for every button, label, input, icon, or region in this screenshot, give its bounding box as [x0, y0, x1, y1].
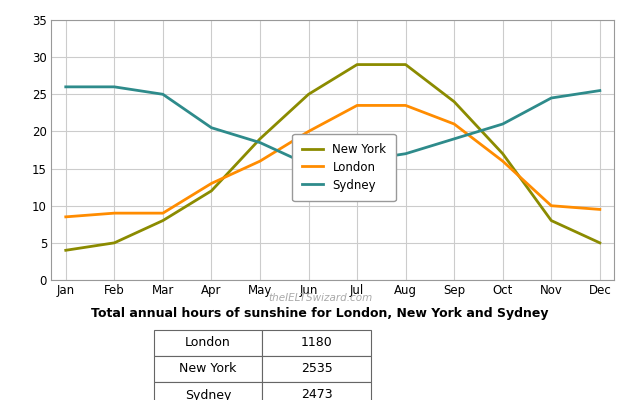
London: [402, 103, 410, 108]
New York: [499, 151, 507, 156]
New York: [305, 92, 312, 97]
Text: 1180: 1180: [301, 336, 333, 350]
Text: Sydney: Sydney: [185, 388, 231, 400]
New York: [547, 218, 555, 223]
Text: 2535: 2535: [301, 362, 333, 376]
London: [451, 122, 458, 126]
London: [111, 211, 118, 216]
Sydney: [353, 159, 361, 164]
Sydney: [207, 125, 215, 130]
Sydney: [305, 162, 312, 167]
Line: London: London: [66, 106, 600, 217]
Text: 2473: 2473: [301, 388, 333, 400]
Text: New York: New York: [179, 362, 237, 376]
New York: [159, 218, 166, 223]
New York: [111, 240, 118, 245]
New York: [596, 240, 604, 245]
London: [159, 211, 166, 216]
New York: [62, 248, 70, 253]
London: [353, 103, 361, 108]
London: [596, 207, 604, 212]
London: [547, 203, 555, 208]
Sydney: [256, 140, 264, 145]
New York: [402, 62, 410, 67]
London: [256, 159, 264, 164]
Legend: New York, London, Sydney: New York, London, Sydney: [292, 134, 396, 201]
London: [499, 159, 507, 164]
Text: Total annual hours of sunshine for London, New York and Sydney: Total annual hours of sunshine for Londo…: [92, 308, 548, 320]
Sydney: [596, 88, 604, 93]
London: [305, 129, 312, 134]
Sydney: [402, 151, 410, 156]
London: [207, 181, 215, 186]
Line: Sydney: Sydney: [66, 87, 600, 165]
Text: London: London: [185, 336, 231, 350]
Sydney: [111, 84, 118, 89]
New York: [353, 62, 361, 67]
Sydney: [499, 122, 507, 126]
Line: New York: New York: [66, 64, 600, 250]
Sydney: [547, 96, 555, 100]
New York: [256, 136, 264, 141]
London: [62, 214, 70, 219]
Sydney: [62, 84, 70, 89]
New York: [451, 99, 458, 104]
New York: [207, 188, 215, 193]
Sydney: [159, 92, 166, 97]
Text: theIELTSwizard.com: theIELTSwizard.com: [268, 293, 372, 303]
Sydney: [451, 136, 458, 141]
